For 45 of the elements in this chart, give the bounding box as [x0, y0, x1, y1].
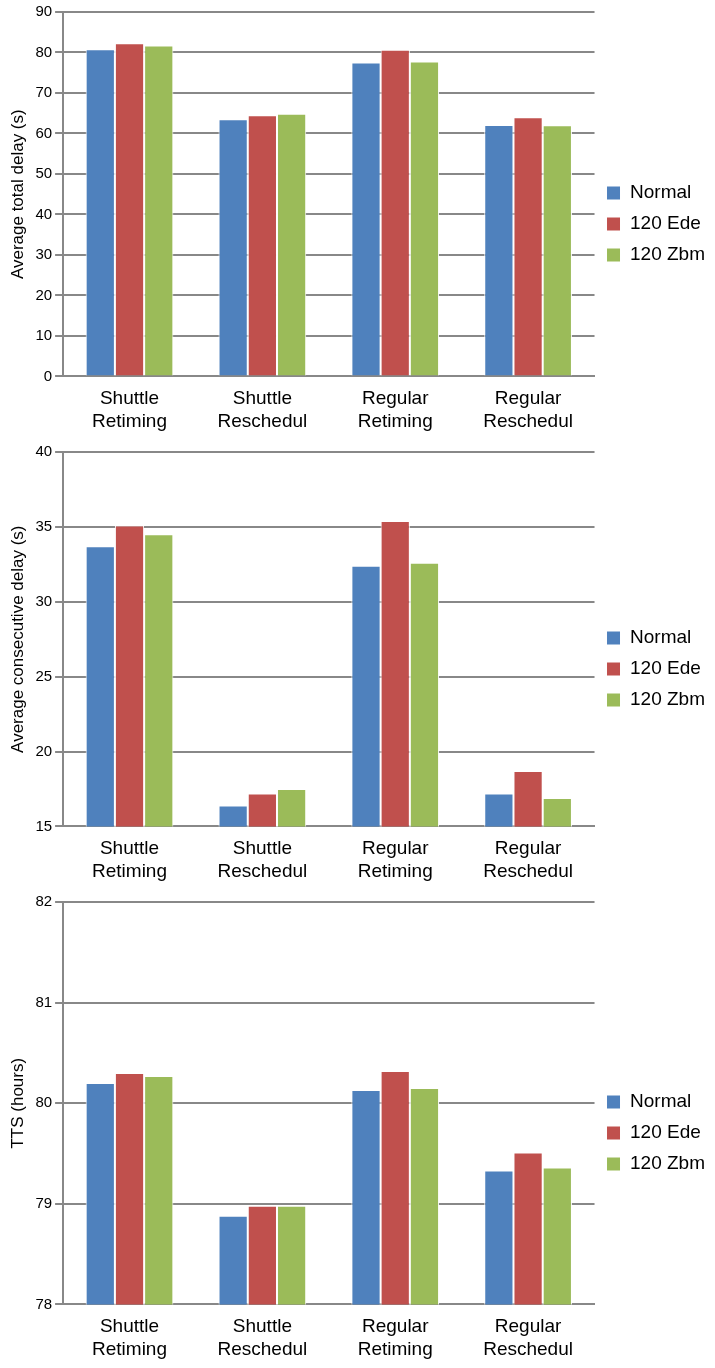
legend-label: Normal — [630, 626, 692, 648]
y-axis-title: Average total delay (s) — [7, 109, 27, 280]
x-tick-label: Shuttle Reschedul — [217, 1315, 308, 1359]
y-tick-label: 35 — [35, 517, 53, 535]
y-tick-label: 78 — [35, 1294, 53, 1312]
legend-label: 120 Ede — [630, 657, 701, 679]
x-tick-label: Shuttle Reschedul — [217, 387, 308, 431]
legend-label: 120 Zbm — [630, 1152, 705, 1174]
y-tick-label: 15 — [35, 816, 53, 834]
x-tick-label: Regular Retiming — [357, 837, 433, 881]
y-axis-title: TTS (hours) — [7, 1057, 27, 1149]
y-tick-label: 79 — [35, 1193, 53, 1211]
legend-label: 120 Ede — [630, 212, 701, 234]
legend-label: 120 Zbm — [630, 243, 705, 265]
x-tick-label: Regular Retiming — [357, 387, 433, 431]
y-tick-label: 30 — [35, 245, 53, 263]
y-tick-label: 82 — [35, 892, 53, 910]
y-tick-label: 81 — [35, 992, 53, 1010]
y-tick-label: 30 — [35, 591, 53, 609]
y-tick-label: 60 — [35, 123, 53, 141]
x-tick-label: Shuttle Retiming — [92, 387, 168, 431]
y-tick-label: 20 — [35, 285, 53, 303]
x-tick-label: Regular Retiming — [357, 1315, 433, 1359]
legend-label: 120 Zbm — [630, 688, 705, 710]
y-tick-label: 20 — [35, 741, 53, 759]
y-tick-label: 80 — [35, 42, 53, 60]
x-tick-label: Regular Reschedul — [483, 837, 573, 881]
y-tick-label: 10 — [35, 326, 53, 344]
legend-label: Normal — [630, 181, 692, 203]
y-tick-label: 80 — [35, 1093, 53, 1111]
legend-label: 120 Ede — [630, 1121, 701, 1143]
y-tick-label: 70 — [35, 83, 53, 101]
y-tick-label: 90 — [35, 2, 53, 20]
x-tick-label: Regular Reschedul — [483, 387, 573, 431]
x-tick-label: Shuttle Reschedul — [217, 837, 308, 881]
y-tick-label: 40 — [35, 204, 53, 222]
y-tick-label: 25 — [35, 666, 53, 684]
x-tick-label: Regular Reschedul — [483, 1315, 573, 1359]
y-tick-label: 0 — [43, 366, 53, 384]
y-tick-label: 40 — [35, 442, 53, 460]
x-tick-label: Shuttle Retiming — [92, 837, 168, 881]
y-tick-label: 50 — [35, 164, 53, 182]
legend-label: Normal — [630, 1090, 692, 1112]
y-axis-title: Average consecutive delay (s) — [7, 525, 27, 753]
x-tick-label: Shuttle Retiming — [92, 1315, 168, 1359]
